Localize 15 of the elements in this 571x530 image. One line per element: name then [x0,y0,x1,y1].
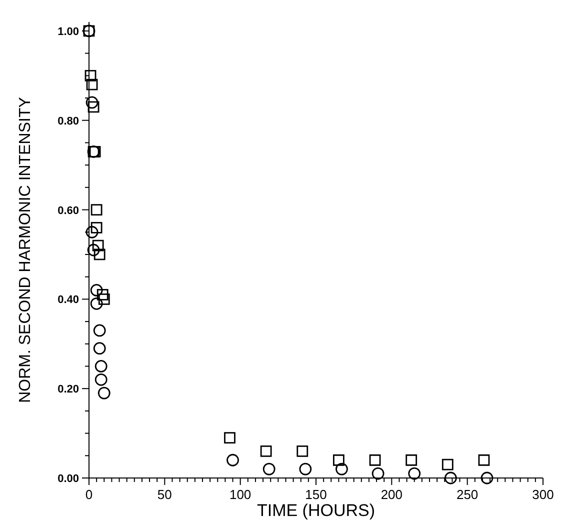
y-tick-label: 0.80 [58,115,79,128]
y-tick-label: 0.00 [58,473,79,485]
x-tick-label: 200 [380,487,403,502]
y-tick-label: 1.00 [58,26,79,38]
x-tick-label: 150 [305,487,327,502]
x-tick-label: 50 [157,487,172,502]
y-axis-title: NORM. SECOND HARMONIC INTENSITY [17,96,34,403]
x-tick-label: 0 [85,487,93,502]
x-tick-label: 250 [456,487,478,502]
y-tick-label: 0.40 [58,294,79,306]
x-axis-title: TIME (HOURS) [256,501,376,520]
x-tick-label: 300 [532,487,554,502]
x-tick-label: 100 [229,487,252,502]
y-tick-label: 0.20 [58,384,79,396]
y-tick-label: 0.60 [58,204,79,217]
